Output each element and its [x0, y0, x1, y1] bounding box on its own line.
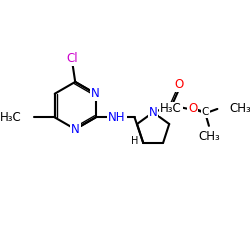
- Text: N: N: [91, 87, 100, 100]
- Text: N: N: [71, 123, 80, 136]
- Text: N: N: [149, 106, 158, 119]
- Text: CH₃: CH₃: [198, 130, 220, 143]
- Text: CH₃: CH₃: [229, 102, 250, 116]
- Text: O: O: [175, 78, 184, 91]
- Text: O: O: [188, 102, 198, 114]
- Text: H: H: [131, 136, 138, 146]
- Text: C: C: [202, 107, 209, 117]
- Text: H₃C: H₃C: [160, 102, 182, 116]
- Text: H₃C: H₃C: [0, 111, 22, 124]
- Text: Cl: Cl: [67, 52, 78, 65]
- Text: NH: NH: [108, 111, 126, 124]
